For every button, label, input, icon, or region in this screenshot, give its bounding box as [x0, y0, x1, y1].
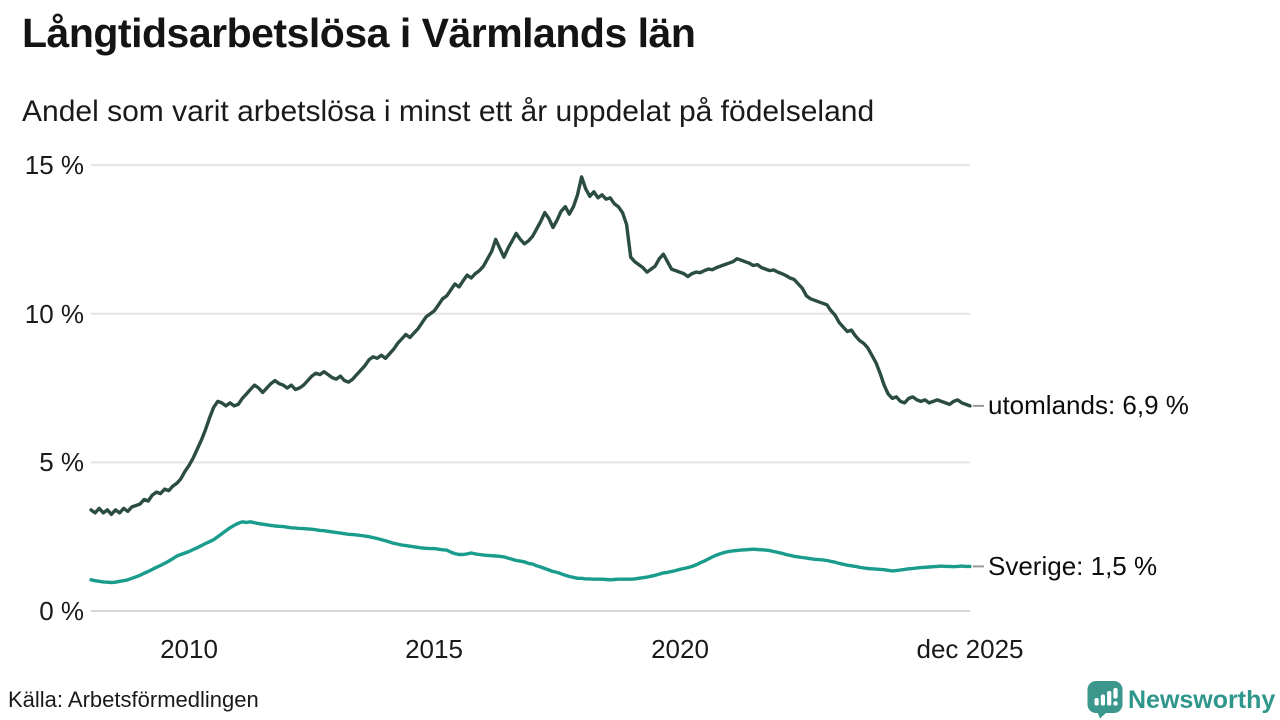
series-label-utomlands: utomlands: 6,9 % [988, 390, 1189, 421]
series-line-Sverige [89, 520, 972, 585]
series-line-utomlands [89, 175, 972, 517]
newsworthy-logo-text: Newsworthy [1128, 686, 1276, 714]
y-tick-label-5: 5 % [39, 447, 84, 478]
x-tick-label-2020: 2020 [651, 634, 709, 664]
y-tick-label-15: 15 % [24, 150, 84, 181]
series-label-Sverige: Sverige: 1,5 % [988, 550, 1158, 581]
y-tick-label-0: 0 % [39, 596, 84, 626]
x-tick-label-dec-2025: dec 2025 [916, 634, 1024, 664]
x-tick-label-2015: 2015 [405, 634, 463, 664]
newsworthy-logo-icon [1087, 681, 1123, 719]
source-note: Källa: Arbetsförmedlingen [8, 687, 259, 712]
y-tick-label-10: 10 % [24, 298, 84, 329]
x-tick-label-2010: 2010 [160, 634, 218, 664]
chart-title: Långtidsarbetslösa i Värmlands län [22, 10, 696, 56]
chart-subtitle: Andel som varit arbetslösa i minst ett å… [22, 95, 875, 128]
